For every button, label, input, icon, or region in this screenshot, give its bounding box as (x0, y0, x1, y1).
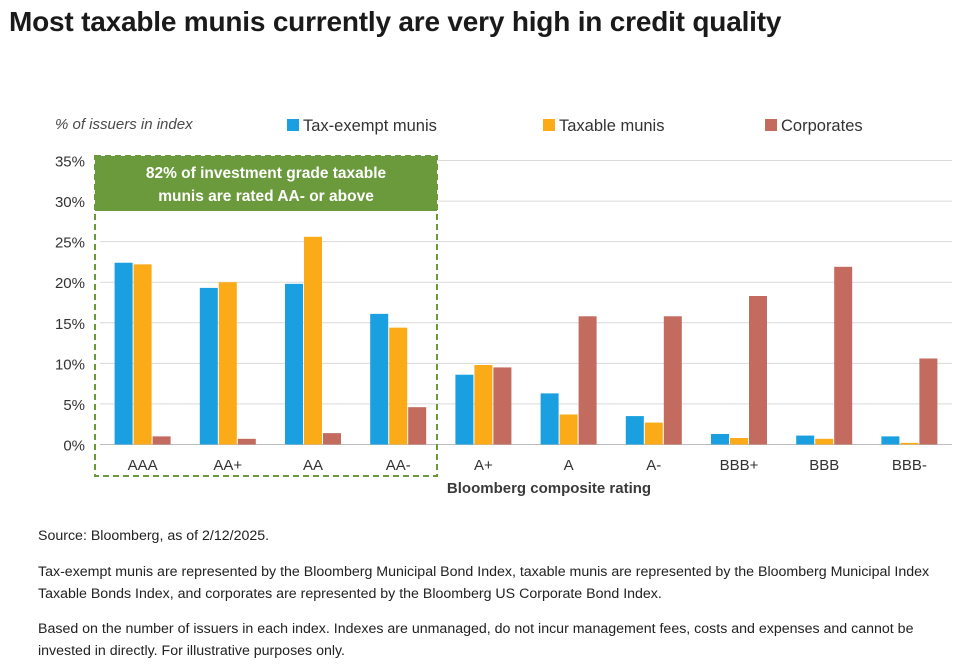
y-tick-label: 20% (55, 275, 85, 292)
bar-corporates-BBB (834, 266, 853, 445)
bar-corporates-AA (323, 433, 341, 445)
bar-taxable-munis-A- (644, 422, 663, 445)
bar-tax-exempt-munis-BBB- (881, 436, 900, 445)
annotation-header (95, 156, 437, 211)
bar-corporates-AA+ (237, 438, 256, 445)
bar-corporates-AAA (152, 436, 171, 445)
bar-taxable-munis-BBB- (900, 442, 919, 445)
legend-swatch (765, 119, 777, 131)
y-tick-label: 0% (63, 438, 85, 455)
y-tick-label: 35% (55, 154, 85, 171)
x-tick-label: AA (303, 457, 323, 474)
x-axis-label: Bloomberg composite rating (447, 480, 651, 497)
legend-swatch (543, 119, 555, 131)
bar-corporates-A+ (493, 367, 512, 445)
annotation-text-line2: munis are rated AA- or above (158, 188, 374, 205)
x-tick-label: AA- (386, 457, 411, 474)
y-axis-label: % of issuers in index (55, 116, 193, 133)
annotation-text-line1: 82% of investment grade taxable (146, 165, 387, 182)
x-tick-label: BBB+ (720, 457, 759, 474)
x-tick-label: AA+ (213, 457, 242, 474)
x-tick-label: BBB- (892, 457, 927, 474)
bars (114, 236, 938, 445)
y-tick-label: 25% (55, 235, 85, 252)
bar-taxable-munis-BBB+ (730, 438, 748, 445)
x-tick-label: A+ (474, 457, 493, 474)
y-tick-label: 15% (55, 316, 85, 333)
page-title: Most taxable munis currently are very hi… (9, 6, 782, 37)
bar-corporates-BBB- (919, 358, 938, 445)
bar-tax-exempt-munis-AAA (114, 262, 133, 445)
bar-tax-exempt-munis-BBB (796, 435, 815, 445)
bar-taxable-munis-AAA (133, 264, 152, 445)
bar-taxable-munis-AA+ (218, 282, 237, 445)
x-tick-label: A (564, 457, 574, 474)
bar-tax-exempt-munis-AA (285, 283, 303, 445)
x-tick-label: A- (646, 457, 661, 474)
bar-tax-exempt-munis-A+ (455, 374, 474, 445)
legend: Tax-exempt munis Taxable munis Corporates (287, 117, 863, 135)
disclaimer-note: Based on the number of issuers in each i… (38, 621, 914, 659)
bar-taxable-munis-BBB (815, 438, 834, 445)
bar-taxable-munis-AA (304, 236, 322, 445)
source-note: Source: Bloomberg, as of 2/12/2025. (38, 528, 270, 544)
annotation-group: 82% of investment grade taxable munis are… (94, 155, 438, 477)
x-tick-label: BBB (809, 457, 839, 474)
legend-label: Tax-exempt munis (303, 117, 437, 135)
axis-ticks: 0%5%10%15%20%25%30%35%AAA AA+ AA AA- A+ A A- BB… (55, 154, 927, 475)
index-note: Tax-exempt munis are represented by the … (38, 564, 930, 602)
bar-corporates-A- (663, 316, 682, 445)
legend-swatch (287, 119, 299, 131)
bar-tax-exempt-munis-AA+ (199, 287, 218, 445)
bar-corporates-BBB+ (749, 296, 767, 445)
x-tick-label: AAA (128, 457, 158, 474)
bar-tax-exempt-munis-A (540, 393, 559, 445)
bar-taxable-munis-AA- (389, 327, 408, 445)
bar-taxable-munis-A+ (474, 364, 493, 445)
bar-corporates-AA- (408, 407, 427, 445)
y-tick-label: 10% (55, 356, 85, 373)
y-tick-label: 30% (55, 194, 85, 211)
bar-tax-exempt-munis-A- (625, 416, 644, 445)
bar-taxable-munis-A (559, 414, 578, 445)
legend-label: Corporates (781, 117, 863, 135)
bar-corporates-A (578, 316, 597, 445)
bar-chart: 82% of investment grade taxable munis are… (55, 116, 952, 497)
bar-tax-exempt-munis-AA- (370, 313, 389, 445)
legend-label: Taxable munis (559, 117, 664, 135)
y-tick-label: 5% (63, 397, 85, 414)
bar-tax-exempt-munis-BBB+ (711, 433, 729, 445)
